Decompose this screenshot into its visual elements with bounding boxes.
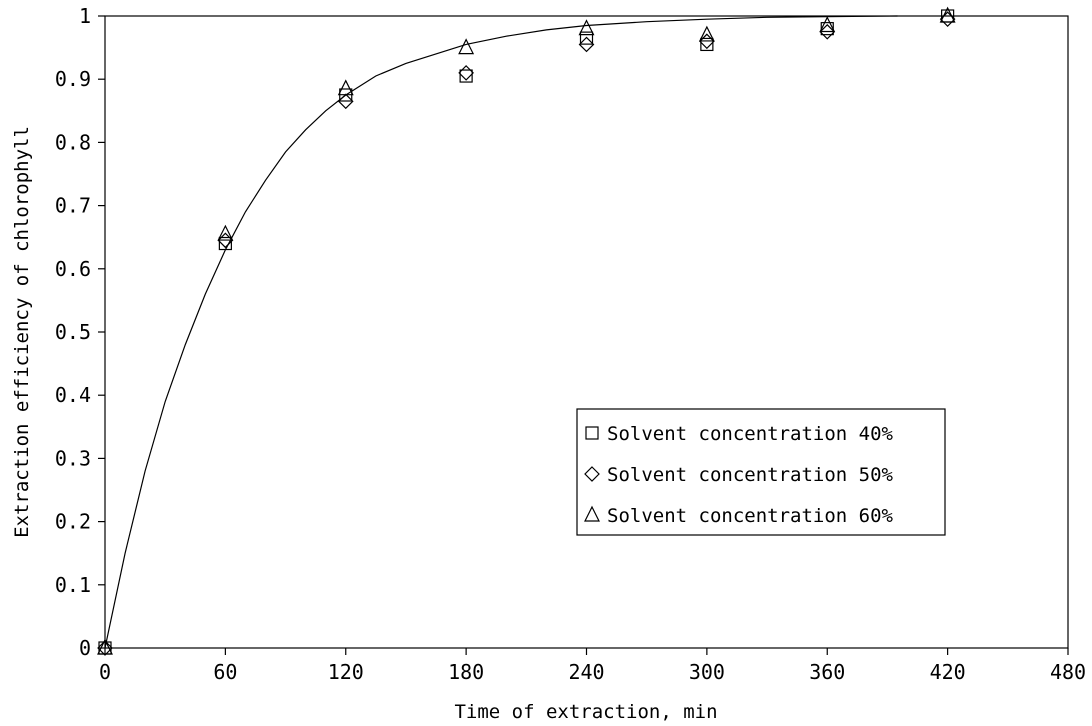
data-point-square: [218, 236, 232, 251]
data-point-diamond: [578, 36, 595, 53]
y-tick-label: 1: [79, 4, 91, 28]
y-tick-label: 0.8: [55, 130, 91, 154]
data-point-square: [700, 37, 714, 52]
data-point-triangle: [939, 6, 956, 23]
x-tick-label: 420: [930, 660, 966, 684]
data-point-triangle: [819, 16, 836, 33]
x-tick-label: 0: [99, 660, 111, 684]
y-tick-label: 0.7: [55, 194, 91, 218]
data-point-diamond: [217, 232, 234, 249]
plot-area: 0 60 120 180 240 300 360 420 480 0 0.1 0.2 0.3 0.4 0.5…: [55, 4, 1086, 684]
legend-marker-square: [585, 426, 599, 440]
data-point-diamond: [458, 65, 474, 81]
data-point-triangle: [458, 38, 475, 55]
legend-marker-diamond: [584, 466, 600, 482]
y-tick-label: 0.9: [55, 67, 91, 91]
x-tick-label: 60: [213, 660, 237, 684]
x-tick-label: 180: [448, 660, 484, 684]
data-point-triangle: [97, 638, 113, 655]
x-tick-label: 480: [1050, 660, 1086, 684]
x-tick-label: 360: [809, 660, 845, 684]
y-tick-label: 0.1: [55, 573, 91, 597]
data-point-triangle: [217, 224, 234, 241]
legend-label: Solvent concentration 60%: [607, 505, 894, 527]
data-point-square: [579, 31, 594, 45]
x-tick-label: 120: [328, 660, 364, 684]
y-tick-label: 0.5: [55, 320, 91, 344]
y-tick-label: 0.3: [55, 446, 91, 470]
x-axis-title: Time of extraction, min: [454, 701, 717, 723]
y-axis-title: Extraction efficiency of chlorophyll: [11, 126, 33, 538]
x-tick-label: 300: [689, 660, 725, 684]
y-tick-label: 0.4: [55, 383, 91, 407]
legend-marker-triangle: [584, 505, 600, 522]
data-point-diamond: [97, 640, 113, 656]
data-point-diamond: [819, 23, 836, 40]
y-tick-label: 0.6: [55, 257, 91, 281]
legend-label: Solvent concentration 40%: [607, 423, 894, 445]
data-point-triangle: [337, 79, 354, 96]
data-point-diamond: [337, 93, 354, 110]
legend-label: Solvent concentration 50%: [607, 464, 894, 486]
legend: Solvent concentration 40% Solvent concent…: [576, 408, 946, 536]
legend-box: [576, 408, 946, 536]
y-tick-label: 0: [79, 636, 91, 660]
x-tick-label: 240: [568, 660, 604, 684]
y-tick-label: 0.2: [55, 510, 91, 534]
data-point-triangle: [578, 19, 595, 36]
data-point-square: [459, 69, 473, 83]
data-point-diamond: [699, 33, 715, 50]
data-point-triangle: [698, 25, 715, 42]
